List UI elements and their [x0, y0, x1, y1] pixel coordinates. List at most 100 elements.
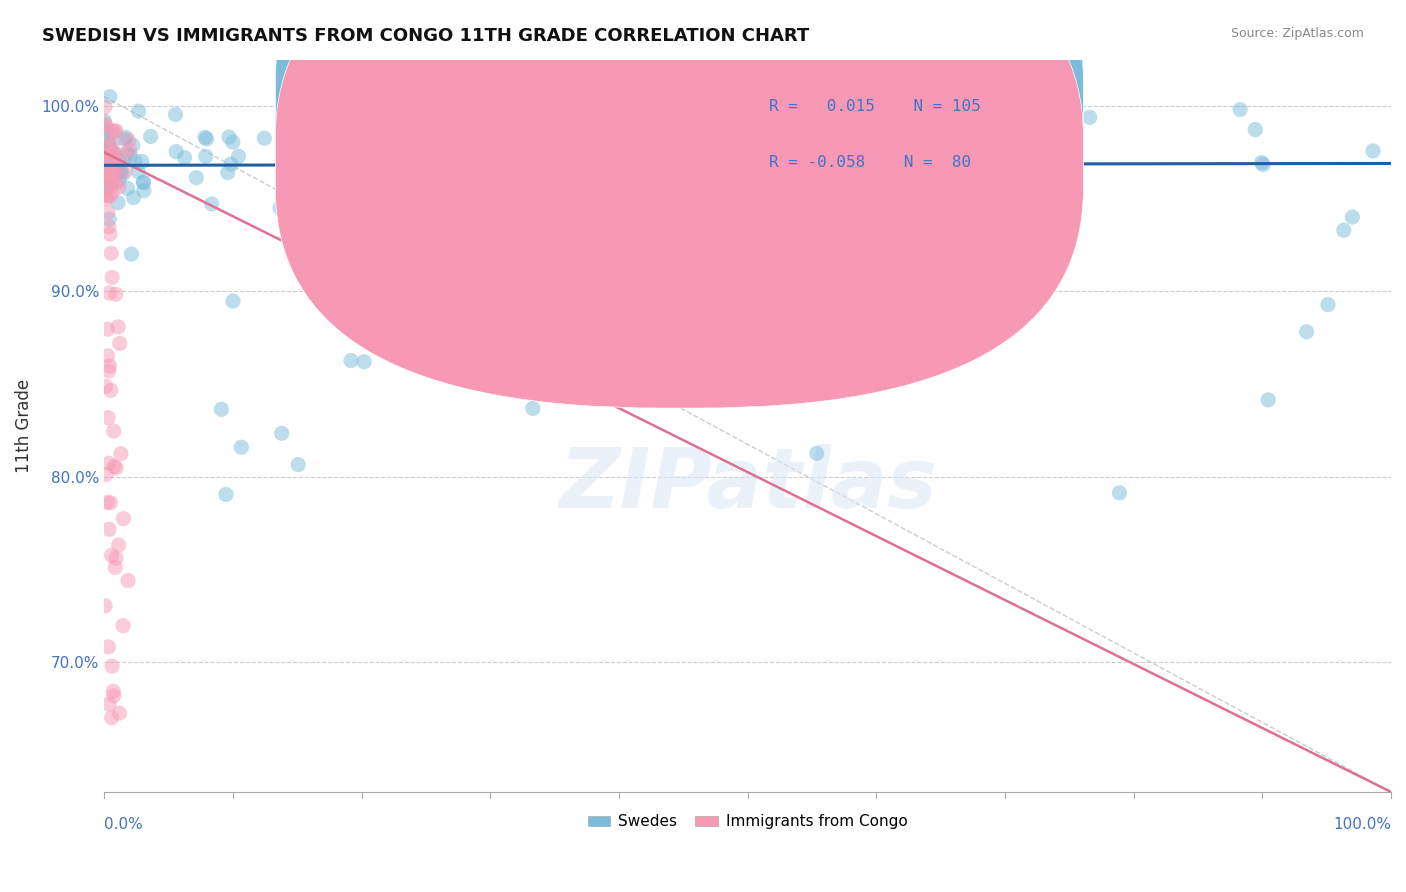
Point — [98, 138, 121, 153]
Point — [117, 134, 139, 148]
FancyBboxPatch shape — [631, 70, 986, 192]
Point — [100, 126, 122, 140]
Point — [228, 149, 250, 163]
Point — [103, 124, 125, 138]
Point — [97, 205, 120, 219]
Point — [108, 336, 131, 351]
Point — [108, 180, 131, 194]
Point — [115, 130, 138, 145]
Point — [117, 146, 139, 161]
Point — [103, 424, 125, 438]
Point — [194, 130, 217, 145]
Point — [560, 334, 582, 349]
Point — [1251, 157, 1274, 171]
Legend: Swedes, Immigrants from Congo: Swedes, Immigrants from Congo — [582, 808, 914, 836]
Point — [108, 706, 131, 721]
Point — [105, 461, 128, 475]
Point — [97, 219, 120, 234]
Point — [132, 175, 155, 189]
Point — [98, 227, 121, 241]
Point — [104, 167, 127, 181]
Point — [101, 147, 124, 161]
Point — [302, 193, 325, 207]
Point — [1250, 155, 1272, 169]
Point — [128, 104, 150, 119]
Point — [1053, 148, 1076, 162]
Point — [96, 119, 118, 133]
Point — [93, 121, 115, 136]
Point — [120, 247, 142, 261]
Point — [94, 127, 117, 141]
Point — [98, 286, 121, 301]
Point — [96, 495, 118, 509]
Point — [889, 199, 911, 213]
Point — [104, 287, 127, 301]
Point — [1333, 223, 1355, 237]
Point — [222, 135, 245, 149]
Point — [94, 153, 117, 168]
Point — [131, 154, 153, 169]
Point — [124, 154, 146, 169]
Point — [173, 151, 195, 165]
Point — [98, 212, 121, 227]
Point — [322, 212, 344, 227]
Text: ZIPatlas: ZIPatlas — [558, 444, 936, 524]
Point — [111, 167, 134, 181]
Point — [105, 124, 128, 138]
Point — [94, 467, 117, 482]
Point — [218, 130, 240, 145]
Point — [100, 384, 122, 398]
Text: Source: ZipAtlas.com: Source: ZipAtlas.com — [1230, 27, 1364, 40]
Point — [201, 197, 224, 211]
Point — [96, 145, 118, 160]
Point — [94, 180, 117, 194]
Point — [1229, 103, 1251, 117]
Point — [94, 171, 117, 186]
Point — [219, 157, 242, 171]
Point — [97, 171, 120, 186]
Point — [94, 145, 117, 160]
Point — [100, 711, 122, 725]
Point — [844, 112, 866, 127]
Point — [270, 426, 292, 441]
Point — [1078, 111, 1101, 125]
Point — [779, 202, 801, 217]
Point — [98, 697, 121, 711]
Point — [96, 172, 118, 186]
Point — [107, 538, 129, 552]
Point — [97, 136, 120, 150]
Point — [269, 201, 291, 215]
Point — [114, 164, 136, 178]
Point — [1108, 486, 1130, 500]
Point — [104, 157, 127, 171]
Point — [98, 189, 121, 203]
Point — [806, 446, 828, 460]
Point — [93, 148, 115, 162]
Point — [93, 116, 115, 130]
Point — [100, 549, 122, 563]
Point — [359, 179, 381, 194]
Point — [101, 156, 124, 170]
Point — [96, 349, 118, 363]
Point — [94, 599, 117, 613]
Point — [96, 192, 118, 206]
Point — [346, 127, 368, 141]
Point — [100, 142, 122, 156]
Point — [117, 574, 139, 588]
Point — [93, 113, 115, 128]
FancyBboxPatch shape — [276, 0, 1084, 409]
Point — [104, 162, 127, 177]
Point — [522, 401, 544, 416]
Point — [717, 197, 740, 211]
Text: 0.0%: 0.0% — [104, 817, 143, 832]
Point — [100, 246, 122, 260]
Point — [457, 371, 479, 385]
Point — [139, 129, 162, 144]
Point — [1257, 392, 1279, 407]
Point — [186, 170, 208, 185]
Point — [107, 195, 129, 210]
Point — [100, 496, 122, 510]
Point — [420, 201, 443, 215]
Point — [195, 132, 218, 146]
Point — [103, 684, 125, 698]
